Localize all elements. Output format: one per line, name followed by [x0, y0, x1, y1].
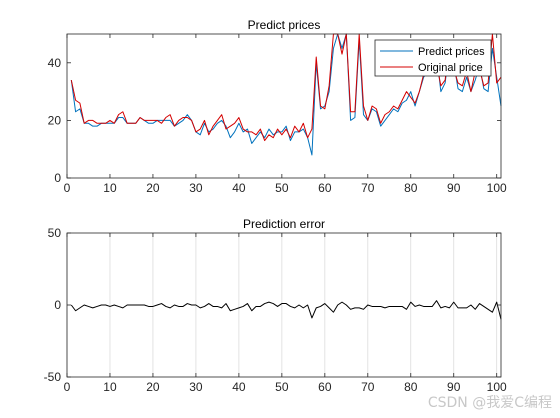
x-tick-label: 0 [64, 181, 71, 195]
y-tick-label: 0 [54, 171, 61, 185]
x-tick-label: 80 [404, 380, 418, 394]
legend-box [374, 39, 492, 77]
x-tick-label: 40 [232, 380, 246, 394]
x-tick-label: 60 [318, 380, 332, 394]
prediction-error-plot: Prediction error 0 10 20 30 40 50 60 70 80 90 100 -5… [44, 217, 507, 394]
x-tick-label: 90 [447, 181, 461, 195]
y-tick-label: 50 [48, 226, 62, 240]
x-tick-label: 40 [232, 181, 246, 195]
y-tick-label: -50 [44, 370, 62, 384]
x-tick-label: 50 [275, 181, 289, 195]
legend-label: Original price [418, 62, 483, 74]
legend-label: Predict prices [418, 46, 485, 58]
y-tick-label: 0 [54, 298, 61, 312]
x-tick-label: 70 [361, 380, 375, 394]
watermark-text: CSDN @我爱C编程 [427, 395, 552, 411]
x-tick-label: 30 [189, 181, 203, 195]
y-tick-label: 40 [48, 56, 62, 70]
x-tick-label: 70 [361, 181, 375, 195]
x-tick-label: 100 [487, 181, 507, 195]
chart-title: Predict prices [248, 18, 321, 32]
series-line-error [70, 300, 502, 320]
x-tick-label: 10 [103, 380, 117, 394]
x-tick-label: 0 [64, 380, 71, 394]
x-tick-label: 100 [487, 380, 507, 394]
x-tick-label: 10 [103, 181, 117, 195]
x-tick-label: 90 [447, 380, 461, 394]
chart-title: Prediction error [243, 217, 325, 231]
x-tick-label: 60 [318, 181, 332, 195]
x-tick-label: 20 [146, 181, 160, 195]
predict-prices-plot: Predict prices 0 10 20 30 40 50 60 70 80 90 100 0 20 4… [48, 18, 507, 195]
x-tick-label: 20 [146, 380, 160, 394]
x-tick-label: 50 [275, 380, 289, 394]
x-tick-label: 80 [404, 181, 418, 195]
y-tick-label: 20 [48, 113, 62, 127]
legend: Predict prices Original price [374, 39, 492, 77]
x-tick-label: 30 [189, 380, 203, 394]
axes-frame [66, 33, 502, 179]
